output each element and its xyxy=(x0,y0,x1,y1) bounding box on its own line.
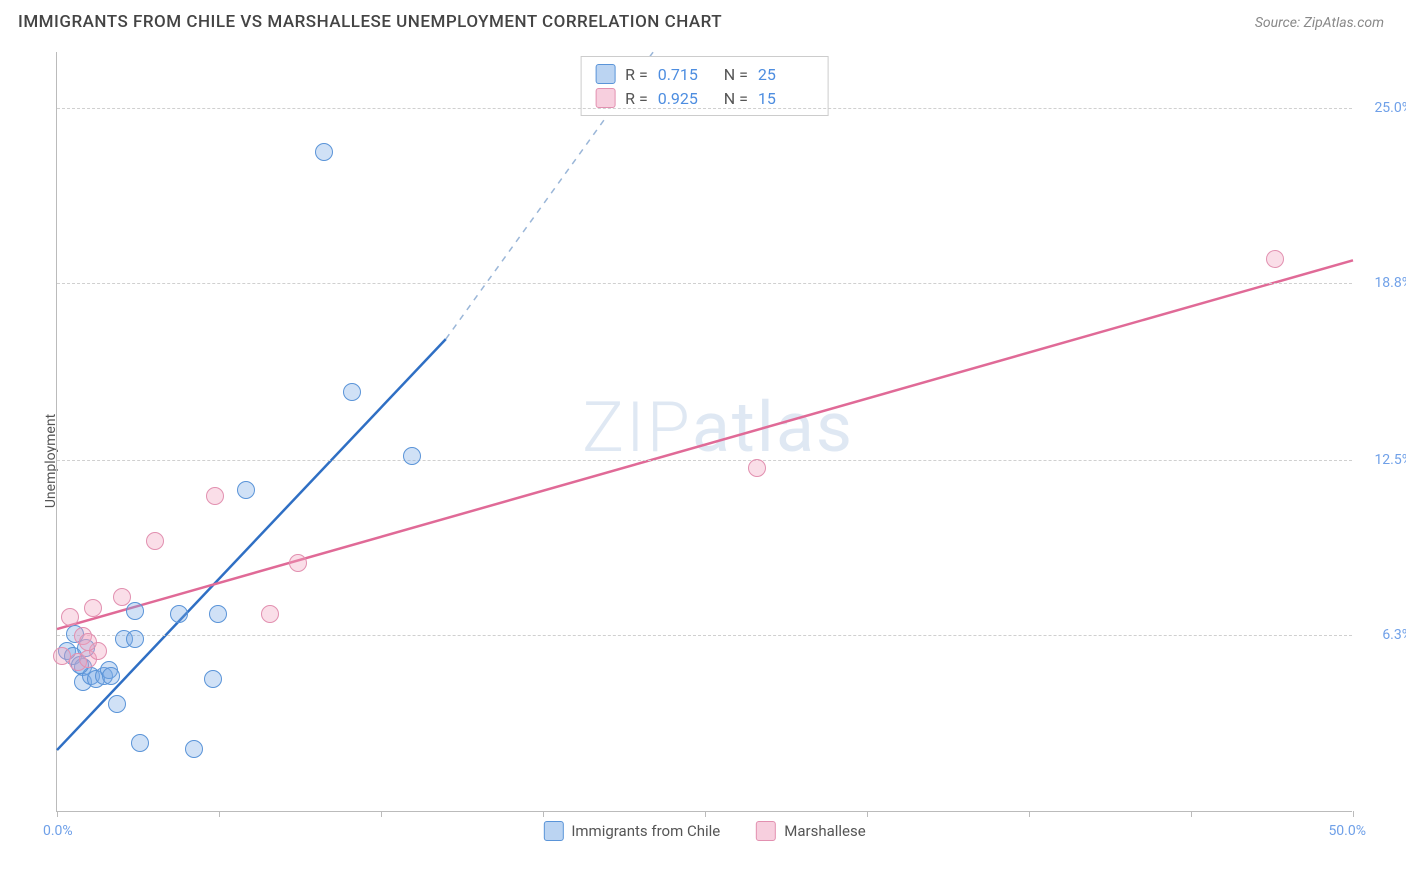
trend-line-blue xyxy=(57,339,446,750)
legend-bottom: Immigrants from Chile Marshallese xyxy=(543,821,865,841)
x-tick-mark xyxy=(867,811,868,817)
x-tick-mark xyxy=(57,811,58,817)
data-point-pink xyxy=(261,605,279,623)
n-label: N = xyxy=(724,89,748,108)
gridline xyxy=(57,108,1352,109)
chart-source: Source: ZipAtlas.com xyxy=(1255,15,1384,31)
r-label: R = xyxy=(625,89,648,108)
data-point-blue xyxy=(108,695,126,713)
y-tick-label: 25.0% xyxy=(1358,100,1406,116)
gridline xyxy=(57,283,1352,284)
data-point-blue xyxy=(126,630,144,648)
y-tick-label: 18.8% xyxy=(1358,275,1406,291)
data-point-pink xyxy=(79,633,97,651)
y-tick-label: 12.5% xyxy=(1358,452,1406,468)
x-tick-mark xyxy=(381,811,382,817)
stats-row-pink: R = 0.925 N = 15 xyxy=(595,86,814,110)
swatch-blue-icon xyxy=(543,821,563,841)
data-point-pink xyxy=(113,588,131,606)
x-tick-max: 50.0% xyxy=(1328,823,1366,839)
x-tick-min: 0.0% xyxy=(43,823,73,839)
legend-label-blue: Immigrants from Chile xyxy=(571,822,720,840)
data-point-blue xyxy=(170,605,188,623)
data-point-pink xyxy=(206,487,224,505)
legend-item-pink: Marshallese xyxy=(756,821,865,841)
r-value-pink: 0.925 xyxy=(658,89,714,108)
data-point-blue xyxy=(315,143,333,161)
stats-row-blue: R = 0.715 N = 25 xyxy=(595,62,814,86)
x-tick-mark xyxy=(1191,811,1192,817)
trend-lines-svg xyxy=(57,52,1352,811)
data-point-blue xyxy=(237,481,255,499)
data-point-blue xyxy=(204,670,222,688)
chart-header: IMMIGRANTS FROM CHILE VS MARSHALLESE UNE… xyxy=(0,0,1406,40)
data-point-blue xyxy=(131,734,149,752)
data-point-blue xyxy=(102,667,120,685)
x-tick-mark xyxy=(1353,811,1354,817)
data-point-pink xyxy=(84,599,102,617)
chart-container: Unemployment ZIPatlas R = 0.715 N = 25 R… xyxy=(18,46,1388,876)
chart-title: IMMIGRANTS FROM CHILE VS MARSHALLESE UNE… xyxy=(18,12,722,32)
gridline xyxy=(57,635,1352,636)
n-value-blue: 25 xyxy=(758,65,814,84)
plot-area: ZIPatlas R = 0.715 N = 25 R = 0.925 N = … xyxy=(56,52,1352,812)
legend-label-pink: Marshallese xyxy=(784,822,865,840)
x-tick-mark xyxy=(705,811,706,817)
data-point-blue xyxy=(209,605,227,623)
trend-line-pink xyxy=(57,260,1353,629)
data-point-pink xyxy=(146,532,164,550)
data-point-pink xyxy=(1266,250,1284,268)
x-tick-mark xyxy=(543,811,544,817)
legend-item-blue: Immigrants from Chile xyxy=(543,821,720,841)
data-point-pink xyxy=(61,608,79,626)
n-value-pink: 15 xyxy=(758,89,814,108)
gridline xyxy=(57,460,1352,461)
r-label: R = xyxy=(625,65,648,84)
data-point-blue xyxy=(185,740,203,758)
data-point-pink xyxy=(748,459,766,477)
swatch-pink-icon xyxy=(595,88,615,108)
r-value-blue: 0.715 xyxy=(658,65,714,84)
x-tick-mark xyxy=(219,811,220,817)
swatch-pink-icon xyxy=(756,821,776,841)
n-label: N = xyxy=(724,65,748,84)
correlation-stats-box: R = 0.715 N = 25 R = 0.925 N = 15 xyxy=(580,56,829,116)
data-point-blue xyxy=(343,383,361,401)
data-point-blue xyxy=(403,447,421,465)
swatch-blue-icon xyxy=(595,64,615,84)
data-point-pink xyxy=(289,554,307,572)
y-tick-label: 6.3% xyxy=(1358,627,1406,643)
data-point-blue xyxy=(126,602,144,620)
x-tick-mark xyxy=(1029,811,1030,817)
